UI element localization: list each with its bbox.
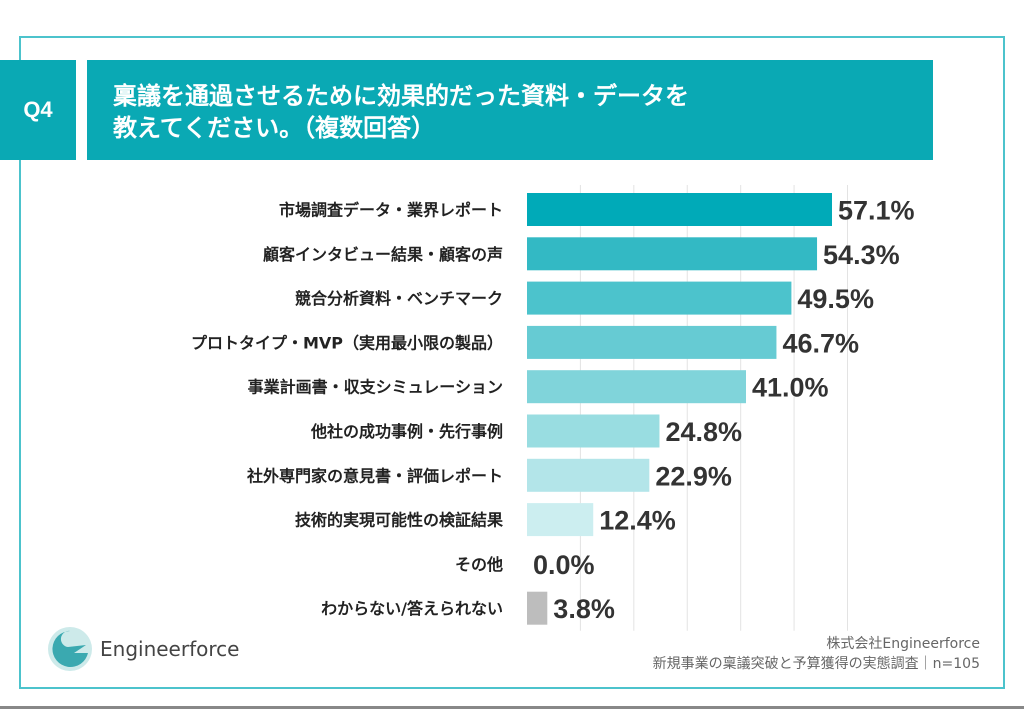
title-line-1: 稟議を通過させるために効果的だった資料・データを	[113, 82, 689, 110]
value-label: 49.5%	[797, 284, 874, 314]
bar	[527, 370, 747, 404]
value-label: 22.9%	[655, 461, 732, 491]
value-label: 3.8%	[553, 594, 615, 624]
category-label: 競合分析資料・ベンチマーク	[295, 289, 503, 308]
category-label: 顧客インタビュー結果・顧客の声	[263, 245, 503, 264]
category-label: 市場調査データ・業界レポート	[279, 201, 503, 220]
question-number: Q4	[0, 60, 76, 160]
value-label: 41.0%	[752, 373, 829, 403]
bar	[527, 458, 650, 492]
value-label: 24.8%	[665, 417, 742, 447]
bottom-divider	[0, 706, 1024, 709]
value-label: 57.1%	[838, 196, 915, 226]
bar	[527, 591, 548, 625]
category-label: 他社の成功事例・先行事例	[310, 422, 503, 441]
bar	[527, 237, 818, 271]
bar	[527, 503, 594, 537]
category-label: 社外専門家の意見書・評価レポート	[246, 466, 503, 485]
value-label: 54.3%	[823, 240, 900, 270]
card-frame	[19, 36, 1005, 689]
engineerforce-logo: Engineerforce	[46, 625, 239, 673]
category-label: 技術的実現可能性の検証結果	[295, 511, 503, 530]
title-line-2: 教えてください。（複数回答）	[113, 114, 436, 142]
category-label: わからない/答えられない	[321, 599, 503, 618]
category-label: プロトタイプ・MVP（実用最小限の製品）	[191, 333, 503, 352]
value-label: 0.0%	[533, 550, 595, 580]
survey-info: 新規事業の稟議突破と予算獲得の実態調査｜n=105	[652, 656, 980, 672]
bar	[527, 325, 777, 359]
bar	[527, 193, 832, 226]
bar	[527, 414, 660, 448]
category-label: その他	[455, 555, 503, 574]
question-title: 稟議を通過させるために効果的だった資料・データを 教えてください。（複数回答）	[87, 60, 933, 160]
logo-text: Engineerforce	[100, 637, 240, 661]
credit: 株式会社Engineerforce 新規事業の稟議突破と予算獲得の実態調査｜n=…	[653, 634, 980, 674]
value-label: 12.4%	[599, 506, 676, 536]
category-label: 事業計画書・収支シミュレーション	[248, 378, 503, 397]
company-name: 株式会社Engineerforce	[826, 636, 980, 652]
logo-icon	[48, 627, 92, 671]
bar	[527, 281, 792, 315]
value-label: 46.7%	[782, 328, 859, 358]
